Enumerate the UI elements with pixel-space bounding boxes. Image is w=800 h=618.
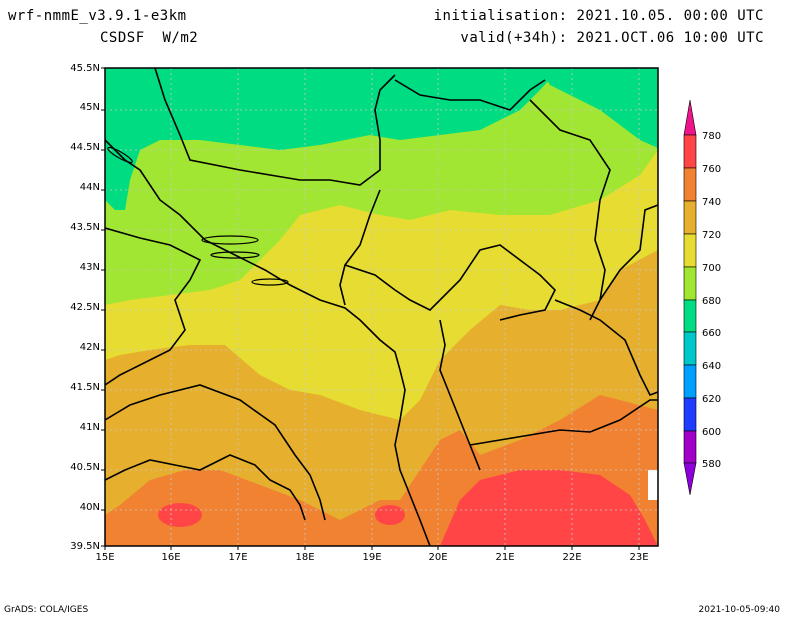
colorbar-top-arrow [683,99,697,136]
colorbar-label: 640 [702,361,721,372]
timestamp: 2021-10-05-09:40 [698,605,781,615]
lat-label: 40N [80,502,100,513]
border-greece-north [469,399,658,446]
lat-label: 43N [80,262,100,273]
colorbar-label: 620 [702,394,721,405]
lat-label: 43.5N [70,222,100,233]
colorbar-segment [683,167,697,202]
coastline-adriatic-east [105,139,431,546]
border-bosnia-serbia [339,189,381,306]
colorbar [683,99,697,496]
colorbar-label: 760 [702,164,721,175]
lon-label: 22E [562,552,581,563]
lon-label: 16E [161,552,180,563]
lon-label: 15E [95,552,114,563]
band-760-780-patch [158,503,202,527]
lat-label: 45.5N [70,63,100,74]
no-data-area [648,470,658,500]
colorbar-segment [683,364,697,399]
colorbar-segment [683,134,697,169]
band-760-780-south [440,470,658,546]
colorbar-segment [683,200,697,235]
colorbar-segment [683,331,697,366]
colorbar-label: 700 [702,263,721,274]
colorbar-label: 780 [702,131,721,142]
lat-label: 42N [80,342,100,353]
colorbar-labels: 780 760 740 720 700 680 660 640 620 600 … [702,131,721,470]
lon-label: 21E [495,552,514,563]
latitude-labels: 45.5N 45N 44.5N 44N 43.5N 43N 42.5N 42N … [70,63,100,552]
border-bulgaria-serbia [599,204,658,301]
island [107,146,133,164]
colorbar-label: 740 [702,197,721,208]
lat-label: 44.5N [70,142,100,153]
lat-label: 41.5N [70,382,100,393]
grads-credit: GrADS: COLA/IGES [4,605,89,615]
lat-label: 44N [80,182,100,193]
colorbar-segment [683,299,697,333]
coastline-italy [105,227,326,521]
colorbar-label: 720 [702,230,721,241]
border-serbia-hungary [394,79,546,111]
graticule [105,68,658,546]
valid-time: valid(+34h): 2021.OCT.06 10:00 UTC [460,30,764,46]
island [251,278,289,286]
band-760-780-patch [375,505,405,525]
band-660-680 [105,68,560,210]
axis-ticks [101,67,640,550]
island [201,235,259,245]
colorbar-label: 580 [702,459,721,470]
colorbar-label: 600 [702,427,721,438]
model-title: wrf-nmmE_v3.9.1-e3km [8,8,187,24]
borders [105,68,658,546]
field-title: CSDSF W/m2 [100,30,199,46]
longitude-labels: 15E 16E 17E 18E 19E 20E 21E 22E 23E [95,552,648,563]
shaded-field [105,68,658,546]
border-macedonia-bulgaria [554,299,658,397]
map-frame [104,67,659,547]
border-montenegro [344,264,441,311]
colorbar-segment [683,397,697,432]
border-serbia-romania [529,99,611,321]
lat-label: 40.5N [70,462,100,473]
band-660-680-east [540,68,658,148]
colorbar-bottom-arrow [683,462,697,496]
lon-label: 18E [295,552,314,563]
border-croatia-bosnia [154,68,396,186]
initialisation-time: initialisation: 2021.10.05. 00:00 UTC [433,8,764,24]
colorbar-segment [683,266,697,301]
lon-label: 19E [362,552,381,563]
colorbar-label: 680 [702,296,721,307]
lon-label: 20E [428,552,447,563]
island [210,251,260,259]
lon-label: 17E [228,552,247,563]
colorbar-segment [683,233,697,268]
lat-label: 39.5N [70,541,100,552]
border-kosovo [439,244,556,321]
lat-label: 41N [80,422,100,433]
colorbar-segment [683,430,697,464]
islands [107,146,289,286]
lon-label: 23E [629,552,648,563]
lat-label: 42.5N [70,302,100,313]
lat-label: 45N [80,102,100,113]
colorbar-label: 660 [702,328,721,339]
